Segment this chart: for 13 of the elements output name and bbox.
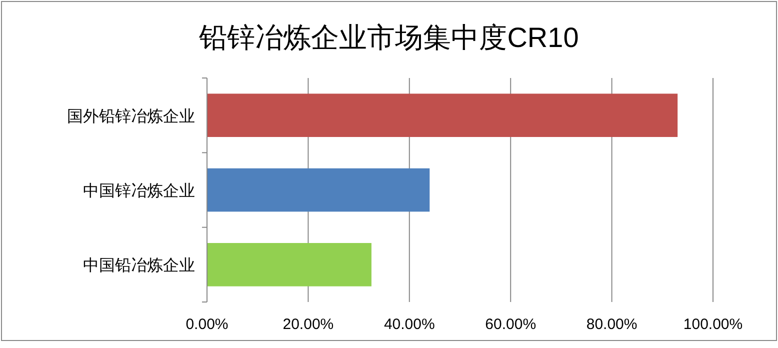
- x-tick-label: 0.00%: [186, 316, 228, 333]
- bar: [207, 94, 678, 137]
- bar: [207, 168, 430, 212]
- x-tick-label: 40.00%: [384, 316, 435, 333]
- y-tick-label: 中国锌冶炼企业: [83, 182, 195, 200]
- bar: [207, 243, 372, 286]
- x-tick-label: 100.00%: [683, 316, 743, 333]
- x-tick-label: 20.00%: [282, 316, 334, 333]
- y-tick-label: 国外铅锌冶炼企业: [67, 107, 195, 126]
- y-tick-label: 中国铅冶炼企业: [83, 256, 195, 275]
- x-tick-label: 80.00%: [586, 316, 638, 333]
- x-tick-label: 60.00%: [485, 316, 536, 333]
- chart-title: 铅锌冶炼企业市场集中度CR10: [198, 22, 579, 53]
